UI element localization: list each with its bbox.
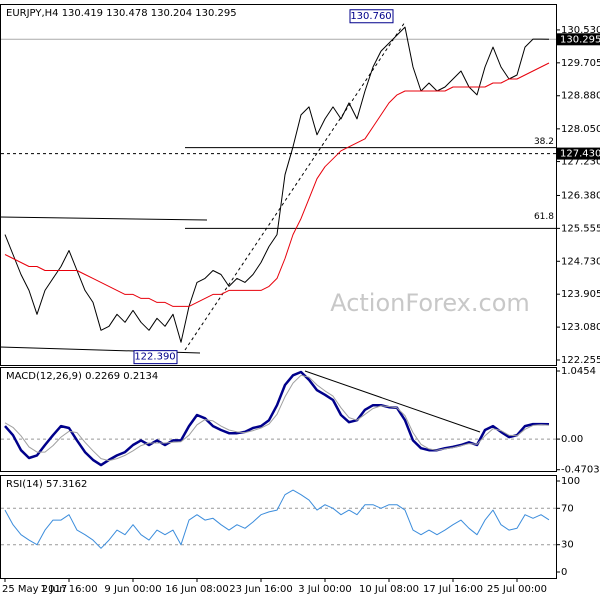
y-tick-label: 124.730 — [561, 256, 600, 267]
macd-trendline — [304, 370, 481, 433]
price-box-label: 127.430 — [560, 149, 600, 160]
y-tick-label: 122.255 — [561, 355, 600, 366]
channel-top — [0, 216, 208, 221]
y-tick-label: -0.4703 — [561, 465, 600, 476]
y-tick-label: 130.530 — [561, 25, 600, 36]
panel-frame — [0, 475, 557, 579]
price-box-label: 130.295 — [560, 34, 600, 45]
y-tick-label: 127.230 — [561, 157, 600, 168]
panel-title: RSI(14) 57.3162 — [6, 479, 87, 490]
panel-title: EURJPY,H4 130.419 130.478 130.204 130.29… — [6, 8, 237, 19]
panel-frame — [0, 4, 557, 366]
y-tick-label: 30 — [561, 540, 574, 551]
y-tick-label: 128.880 — [561, 91, 600, 102]
y-tick-label: 70 — [561, 503, 574, 514]
x-tick-label: 9 Jun 00:00 — [104, 584, 161, 595]
series-line — [4, 374, 550, 462]
x-tick-label: 3 Jul 00:00 — [298, 584, 352, 595]
x-tick-label: 25 May 2017 — [2, 584, 67, 595]
watermark: ActionForex.com — [330, 289, 530, 317]
y-tick-label: 0 — [561, 567, 567, 578]
series-line — [4, 370, 550, 467]
x-tick-label: 10 Jul 08:00 — [359, 584, 419, 595]
y-tick-label: 100 — [561, 476, 580, 487]
series-line — [4, 62, 550, 307]
x-tick-label: 23 Jun 16:00 — [229, 584, 293, 595]
price-box — [556, 147, 600, 160]
y-tick-label: 123.905 — [561, 289, 600, 300]
panel-title: MACD(12,26,9) 0.2269 0.2134 — [6, 371, 158, 382]
y-tick-label: 0.00 — [561, 434, 583, 445]
swing-box — [133, 350, 178, 365]
swing-box — [349, 9, 394, 24]
y-tick-label: 128.050 — [561, 124, 600, 135]
y-tick-label: 125.555 — [561, 223, 600, 234]
fib-label: 61.8 — [534, 212, 554, 222]
swing-label: 122.390 — [134, 352, 175, 363]
y-tick-label: 126.380 — [561, 190, 600, 201]
price-box — [556, 33, 600, 46]
swing-label: 130.760 — [350, 11, 391, 22]
y-tick-label: 129.705 — [561, 58, 600, 69]
x-tick-label: 17 Jul 16:00 — [423, 584, 483, 595]
series-line — [4, 26, 550, 343]
fib-label: 38.2 — [534, 137, 554, 147]
y-tick-label: 123.080 — [561, 322, 600, 333]
y-tick-label: 1.0454 — [561, 366, 596, 377]
x-tick-label: 1 Jun 16:00 — [40, 584, 97, 595]
x-tick-label: 25 Jul 00:00 — [487, 584, 547, 595]
series-line — [4, 489, 550, 549]
x-tick-label: 16 Jun 08:00 — [165, 584, 229, 595]
panel-frame — [0, 367, 557, 472]
